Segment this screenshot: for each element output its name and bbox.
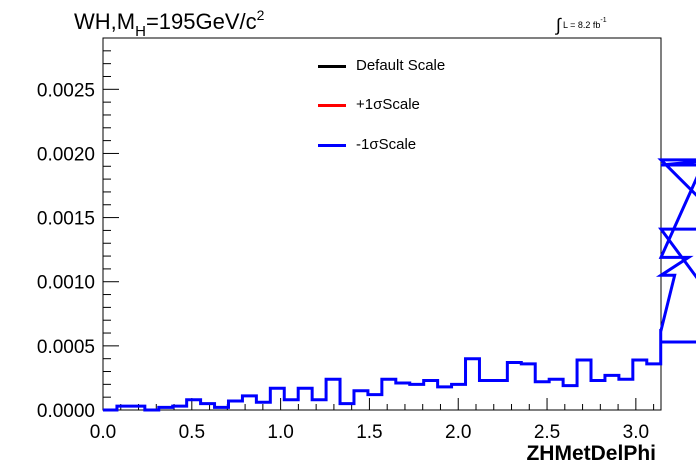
legend-label-default: Default Scale xyxy=(356,57,446,74)
x-axis: 0.0 0.5 1.0 1.5 2.0 2.5 3.0 xyxy=(90,398,655,443)
chart-title: WH,MH=195GeV/c2 xyxy=(74,7,264,40)
x-tick-label: 1.5 xyxy=(356,422,382,443)
lumi-text: L = 8.2 fb xyxy=(562,20,601,30)
histogram-series xyxy=(103,158,696,412)
integral-icon: ∫ xyxy=(556,15,561,35)
x-tick-label: 3.0 xyxy=(623,422,649,443)
x-axis-label: ZHMetDelPhi xyxy=(526,442,656,465)
title-superscript: 2 xyxy=(256,7,265,23)
y-tick-label: 0.0025 xyxy=(37,80,95,101)
y-tick-label: 0.0020 xyxy=(37,144,95,165)
x-tick-label: 2.5 xyxy=(534,422,560,443)
title-main-text: WH,M xyxy=(74,9,136,34)
plot-frame xyxy=(102,37,662,411)
y-tick-label: 0.0010 xyxy=(37,273,95,294)
legend-swatch-plus1sigma xyxy=(318,104,346,107)
x-tick-label: 0.5 xyxy=(179,422,205,443)
legend-label-plus1sigma: +1σScale xyxy=(356,96,420,113)
x-tick-label: 1.0 xyxy=(267,422,293,443)
legend-swatch-default xyxy=(318,65,346,68)
y-tick-label: 0.0005 xyxy=(37,337,95,358)
y-tick-label: 0.0000 xyxy=(37,401,95,422)
y-axis: 0.0000 0.0005 0.0010 0.0015 0.0020 0.0025 xyxy=(37,37,119,422)
luminosity-label: ∫ L = 8.2 fb-1 xyxy=(556,12,607,35)
y-tick-label: 0.0015 xyxy=(37,209,95,230)
legend-swatch-minus1sigma xyxy=(318,144,346,147)
title-rest-text: =195GeV/c xyxy=(145,9,257,34)
histogram-line-minus1sigma xyxy=(103,158,696,412)
title-subscript: H xyxy=(135,23,146,40)
x-tick-label: 2.0 xyxy=(445,422,471,443)
lumi-unit-exponent: -1 xyxy=(600,17,607,24)
x-tick-label: 0.0 xyxy=(90,422,116,443)
legend-label-minus1sigma: -1σScale xyxy=(356,136,417,153)
